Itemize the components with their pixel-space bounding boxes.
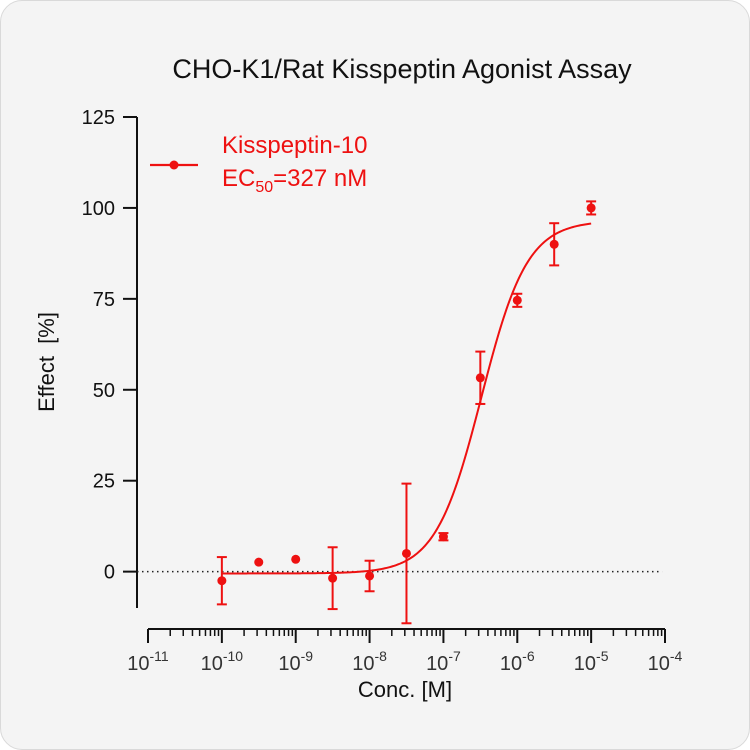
- data-marker: [401, 548, 411, 558]
- legend-dot-marker: [169, 160, 179, 170]
- data-marker: [512, 295, 522, 305]
- data-point: [364, 559, 375, 593]
- x-tick-exponent: -11: [150, 648, 169, 664]
- x-tick-base: 10: [648, 653, 670, 675]
- x-tick-label: 10-10: [201, 648, 244, 675]
- data-marker: [291, 554, 301, 564]
- x-tick-label: 10-7: [426, 648, 461, 675]
- x-tick-exponent: -9: [301, 648, 314, 664]
- data-points: [216, 200, 597, 625]
- x-tick-base: 10: [278, 653, 300, 675]
- data-marker: [328, 573, 338, 583]
- data-marker: [586, 203, 596, 213]
- x-tick-label: 10-8: [352, 648, 387, 675]
- ec50-prefix: EC: [222, 165, 255, 192]
- x-tick-exponent: -4: [670, 648, 683, 664]
- x-axis-label: Conc. [M]: [358, 677, 452, 702]
- x-tick-label: 10-5: [574, 648, 609, 675]
- x-tick-label: 10-9: [278, 648, 313, 675]
- y-tick-label: 125: [82, 107, 115, 129]
- x-tick-label: 10-4: [648, 648, 683, 675]
- legend: Kisspeptin-10 EC50=327 nM: [150, 132, 367, 196]
- x-tick-base: 10: [574, 653, 596, 675]
- y-axis: 125 100 75 50 25 0: [82, 107, 138, 608]
- data-point: [401, 482, 412, 625]
- y-tick-label: 100: [82, 198, 115, 220]
- y-tick-label: 75: [93, 289, 115, 311]
- data-marker: [438, 532, 448, 542]
- x-tick-exponent: -5: [596, 648, 609, 664]
- y-tick-label: 25: [93, 471, 115, 493]
- x-tick-label: 10-6: [500, 648, 535, 675]
- x-axis: 10-11 10-10 10-9 10-8 10-7 10-6 10-5 10-4: [127, 628, 683, 675]
- x-tick-exponent: -10: [223, 648, 243, 664]
- x-tick-base: 10: [201, 653, 223, 675]
- ec50-suffix: =327 nM: [273, 165, 367, 192]
- y-tick-label: 50: [93, 380, 115, 402]
- y-axis-label: Effect [%]: [34, 312, 59, 412]
- data-point: [327, 546, 338, 611]
- data-point: [254, 557, 264, 567]
- legend-ec50-annotation: EC50=327 nM: [222, 165, 367, 196]
- data-point: [438, 532, 449, 542]
- data-point: [549, 222, 560, 267]
- data-point: [475, 350, 486, 405]
- data-marker: [254, 557, 264, 567]
- x-tick-exponent: -7: [448, 648, 461, 664]
- y-tick-label: 0: [104, 562, 115, 584]
- x-tick-exponent: -6: [522, 648, 535, 664]
- data-point: [586, 200, 597, 216]
- x-tick-base: 10: [352, 653, 374, 675]
- x-tick-base: 10: [500, 653, 522, 675]
- data-marker: [549, 239, 559, 249]
- x-tick-base: 10: [127, 653, 149, 675]
- data-marker: [475, 373, 485, 383]
- data-marker: [217, 576, 227, 586]
- data-point: [291, 554, 301, 564]
- chart-title: CHO-K1/Rat Kisspeptin Agonist Assay: [172, 54, 632, 84]
- data-point: [216, 556, 227, 606]
- x-tick-base: 10: [426, 653, 448, 675]
- data-point: [512, 292, 523, 308]
- x-tick-exponent: -8: [374, 648, 387, 664]
- data-marker: [365, 571, 375, 581]
- x-tick-label: 10-11: [127, 648, 169, 675]
- legend-series-name: Kisspeptin-10: [222, 132, 367, 159]
- ec50-subscript: 50: [255, 179, 273, 196]
